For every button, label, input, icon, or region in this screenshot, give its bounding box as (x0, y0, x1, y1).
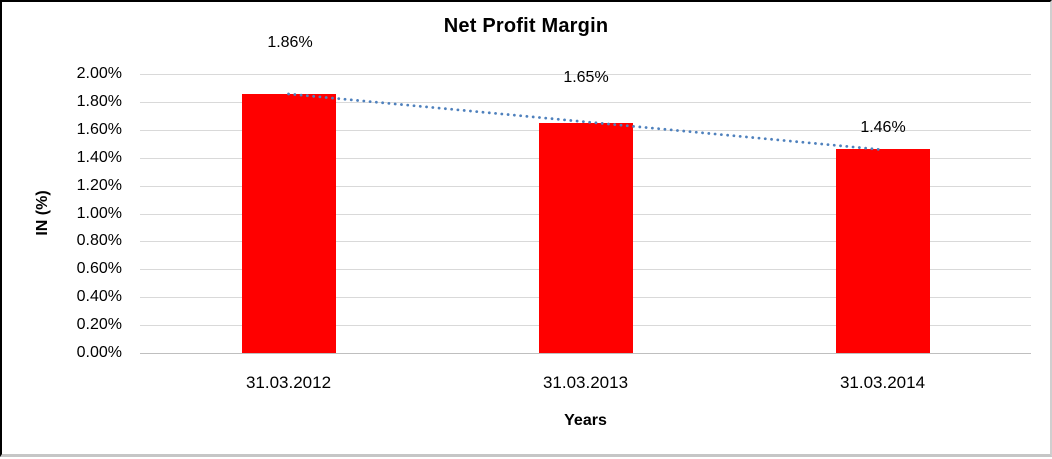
x-tick-label: 31.03.2013 (542, 373, 629, 392)
x-tick-label: 31.03.2014 (839, 373, 926, 392)
gridline (140, 74, 1031, 75)
bar-31.03.2013[interactable] (538, 122, 633, 353)
x-tick-label: 31.03.2012 (245, 373, 332, 392)
y-tick-label: 2.00% (76, 65, 122, 82)
data-label: 1.65% (563, 69, 609, 86)
y-tick-label: 1.40% (76, 148, 122, 166)
y-tick-label: 0.40% (76, 288, 122, 306)
y-tick-label: 1.20% (76, 176, 122, 194)
bar-31.03.2012[interactable] (241, 93, 336, 353)
x-axis-title: Years (564, 412, 607, 429)
y-tick-label: 1.00% (76, 204, 122, 222)
data-label: 1.86% (267, 34, 313, 51)
y-tick-label: 0.80% (76, 232, 122, 250)
chart-title: Net Profit Margin (443, 15, 609, 37)
y-tick-label: 1.60% (76, 120, 122, 138)
x-axis-line (140, 353, 1031, 354)
y-tick-label: 1.80% (76, 92, 122, 110)
y-tick-label: 0.60% (76, 260, 122, 278)
data-label: 1.46% (860, 119, 906, 136)
y-tick-label: 0.20% (76, 316, 122, 334)
bar-31.03.2014[interactable] (835, 149, 930, 353)
trendline-segment[interactable] (287, 92, 884, 152)
plot-area (140, 74, 1031, 354)
y-tick-label: 0.00% (76, 344, 122, 361)
gridline (140, 101, 1031, 103)
trendline-dotted[interactable] (140, 74, 1031, 353)
